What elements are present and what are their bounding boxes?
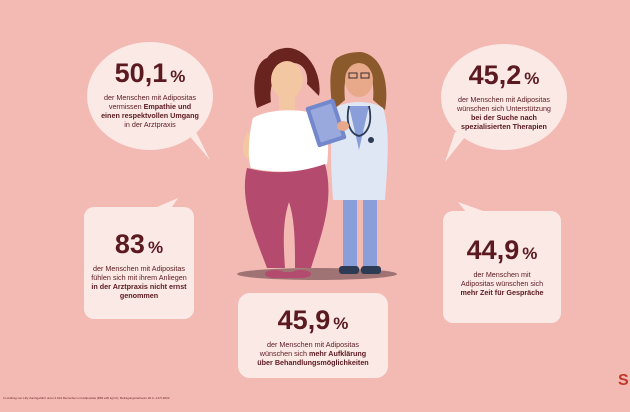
stat-value: 50,1%: [114, 58, 186, 88]
stat-bubble-education: 45,9% der Menschen mit Adipositas wünsch…: [238, 293, 388, 378]
stat-text: der Menschen mit Adipositas fühlen sich …: [91, 264, 187, 300]
stat-value: 44,9%: [466, 235, 538, 265]
bubble-tail: [445, 132, 469, 162]
stat-text: der Menschen mit Adipositas wünschen sic…: [257, 340, 369, 367]
stat-bubble-time: 44,9% der Menschen mit Adipositas wünsch…: [443, 211, 561, 323]
stat-value: 83%: [114, 229, 164, 259]
stat-value: 45,9%: [277, 305, 349, 335]
footnote: Im Auftrag von Lilly durchgeführt unter …: [3, 396, 170, 400]
stat-text: der Menschen mit Adipositas wünschen sic…: [457, 95, 551, 131]
stat-text: der Menschen mit Adipositas wünschen sic…: [460, 270, 544, 297]
bubble-tail: [458, 202, 486, 212]
bubble-tail: [186, 132, 210, 160]
stat-text: der Menschen mit Adipositas vermissen Em…: [101, 93, 199, 129]
bubble-tail: [365, 308, 387, 336]
stat-bubble-concerns: 83% der Menschen mit Adipositas fühlen s…: [84, 207, 194, 319]
brand-logo-icon: S: [618, 372, 629, 389]
patient-doctor-illustration: [237, 47, 397, 280]
stat-bubble-empathy: 50,1% der Menschen mit Adipositas vermis…: [87, 42, 213, 150]
bubble-tail: [150, 198, 178, 210]
stat-value: 45,2%: [468, 60, 540, 90]
